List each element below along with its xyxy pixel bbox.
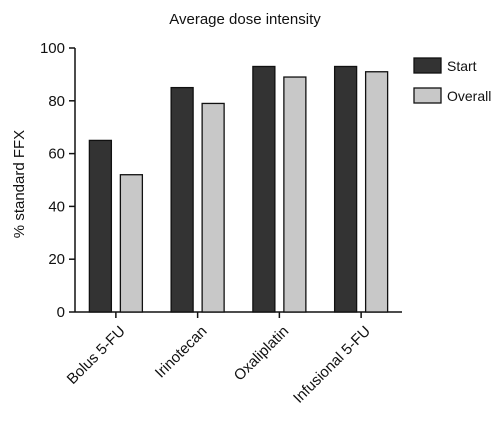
bar-start-irinotecan xyxy=(170,86,194,313)
bar-overall-oxaliplatin xyxy=(283,76,307,313)
bar-start-infusional-5-fu xyxy=(333,65,358,313)
bar-start-bolus-5-fu xyxy=(88,139,113,313)
bar-overall-irinotecan xyxy=(201,102,225,313)
bar-start-oxaliplatin xyxy=(252,65,276,313)
y-tick-label: 20 xyxy=(48,251,65,268)
legend-swatch-overall xyxy=(413,87,442,104)
bar-overall-infusional-5-fu xyxy=(364,71,389,313)
legend-label-overall: Overall xyxy=(447,88,491,104)
y-tick-label: 100 xyxy=(40,40,65,57)
bars xyxy=(88,65,389,313)
x-category-label: Infusional 5-FU xyxy=(290,323,374,407)
x-category-label: Irinotecan xyxy=(152,323,211,382)
x-category-label: Bolus 5-FU xyxy=(64,323,129,388)
bar-overall-bolus-5-fu xyxy=(119,174,144,313)
legend-label-start: Start xyxy=(447,58,477,74)
chart-title: Average dose intensity xyxy=(169,11,321,28)
x-category-label: Oxaliplatin xyxy=(231,323,293,385)
y-tick-label: 40 xyxy=(48,198,65,215)
y-tick-label: 80 xyxy=(48,93,65,110)
legend: Start Overall xyxy=(413,57,491,104)
legend-swatch-start xyxy=(413,57,442,74)
y-tick-label: 0 xyxy=(57,304,65,321)
y-tick-label: 60 xyxy=(48,146,65,163)
y-axis-label: % standard FFX xyxy=(11,130,28,238)
